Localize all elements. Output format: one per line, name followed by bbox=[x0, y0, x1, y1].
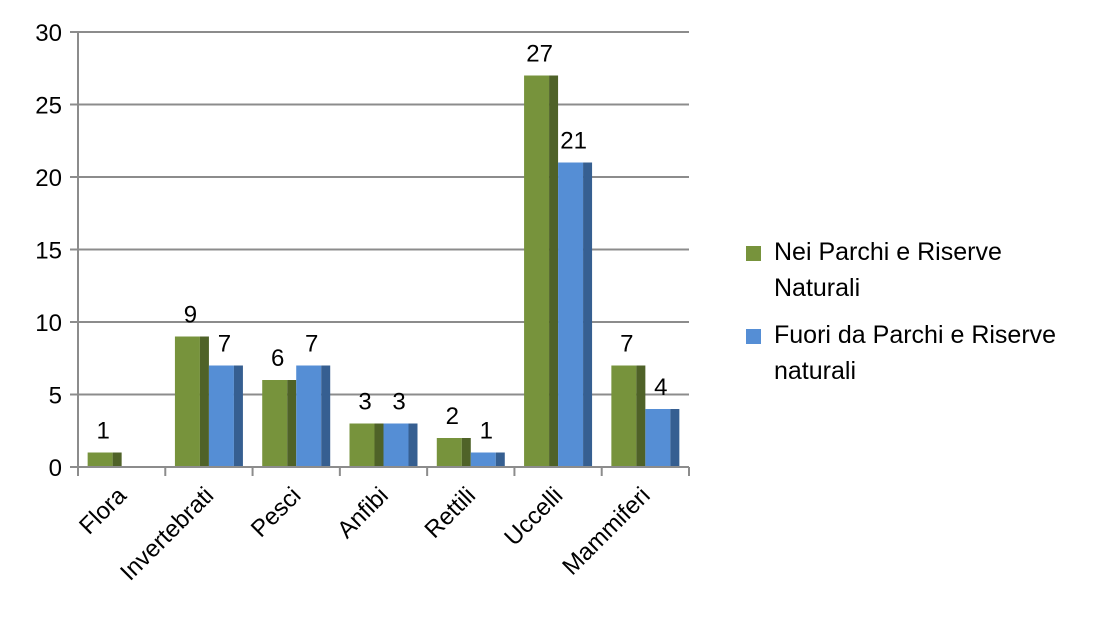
bar-pesci-series-2 bbox=[296, 365, 331, 467]
data-label-uccelli-series-2: 21 bbox=[560, 128, 587, 155]
bar-side bbox=[374, 423, 384, 467]
grid-lines bbox=[78, 31, 689, 396]
bar-face bbox=[524, 75, 550, 467]
y-tick-label-30: 30 bbox=[35, 20, 62, 47]
bar-side bbox=[321, 365, 331, 467]
y-tick-label-5: 5 bbox=[49, 383, 62, 410]
bar-face bbox=[296, 365, 322, 467]
y-tick-label-10: 10 bbox=[35, 310, 62, 337]
data-label-anfibi-series-1: 3 bbox=[358, 389, 371, 416]
legend: Nei Parchi e Riserve Naturali Fuori da P… bbox=[746, 234, 1091, 400]
y-tick-label-20: 20 bbox=[35, 165, 62, 192]
data-label-mammiferi-series-2: 4 bbox=[654, 374, 667, 401]
x-category-label-pesci: Pesci bbox=[246, 482, 307, 543]
data-label-invertebrati-series-2: 7 bbox=[218, 331, 231, 358]
data-label-flora-series-1: 1 bbox=[96, 418, 109, 445]
bar-side bbox=[408, 423, 418, 467]
bar-side bbox=[670, 409, 680, 467]
data-label-pesci-series-2: 7 bbox=[305, 331, 318, 358]
bar-anfibi-series-2 bbox=[383, 423, 418, 467]
bar-pesci-series-1 bbox=[262, 380, 297, 467]
bar-side bbox=[583, 162, 593, 467]
data-label-mammiferi-series-1: 7 bbox=[620, 331, 633, 358]
bar-face bbox=[208, 365, 234, 467]
bar-uccelli-series-2 bbox=[558, 162, 593, 467]
bar-face bbox=[349, 423, 375, 467]
x-category-label-invertebrati: Invertebrati bbox=[115, 482, 219, 586]
bar-anfibi-series-1 bbox=[349, 423, 384, 467]
x-category-label-uccelli: Uccelli bbox=[499, 482, 568, 551]
bar-face bbox=[558, 162, 584, 467]
bar-rettili-series-1 bbox=[436, 438, 471, 467]
data-label-rettili-series-1: 2 bbox=[446, 403, 459, 430]
bar-face bbox=[645, 409, 671, 467]
legend-swatch-series-2 bbox=[746, 329, 761, 344]
bar-face bbox=[436, 438, 462, 467]
x-category-label-mammiferi: Mammiferi bbox=[557, 482, 655, 580]
legend-item-series-1: Nei Parchi e Riserve Naturali bbox=[746, 234, 1091, 306]
legend-label-series-2: Fuori da Parchi e Riserve naturali bbox=[774, 321, 1057, 385]
bar-rettili-series-2 bbox=[470, 452, 505, 467]
bar-side bbox=[549, 75, 559, 467]
y-tick-label-0: 0 bbox=[49, 455, 62, 482]
bar-invertebrati-series-1 bbox=[174, 336, 209, 467]
data-label-uccelli-series-1: 27 bbox=[526, 41, 553, 68]
bar-side bbox=[636, 365, 646, 467]
data-label-pesci-series-1: 6 bbox=[271, 345, 284, 372]
y-tick-label-25: 25 bbox=[35, 93, 62, 120]
data-label-invertebrati-series-1: 9 bbox=[184, 302, 197, 329]
bar-face bbox=[87, 452, 113, 467]
y-tick-label-15: 15 bbox=[35, 238, 62, 265]
bar-face bbox=[470, 452, 496, 467]
legend-label-series-1: Nei Parchi e Riserve Naturali bbox=[774, 238, 1002, 302]
bar-uccelli-series-1 bbox=[524, 75, 559, 467]
legend-swatch-series-1 bbox=[746, 246, 761, 261]
bar-invertebrati-series-2 bbox=[208, 365, 243, 467]
axes bbox=[70, 31, 690, 476]
bar-side bbox=[233, 365, 243, 467]
bars bbox=[87, 75, 680, 467]
data-label-anfibi-series-2: 3 bbox=[392, 389, 405, 416]
bar-face bbox=[611, 365, 637, 467]
bar-flora-series-1 bbox=[87, 452, 122, 467]
x-category-label-rettili: Rettili bbox=[419, 482, 481, 544]
x-category-label-anfibi: Anfibi bbox=[332, 482, 394, 544]
bar-side bbox=[112, 452, 122, 467]
legend-item-series-2: Fuori da Parchi e Riserve naturali bbox=[746, 317, 1091, 389]
data-label-rettili-series-2: 1 bbox=[480, 418, 493, 445]
bar-side bbox=[199, 336, 209, 467]
x-category-label-flora: Flora bbox=[74, 482, 132, 540]
bar-side bbox=[287, 380, 297, 467]
bar-face bbox=[174, 336, 200, 467]
bar-face bbox=[262, 380, 288, 467]
bar-mammiferi-series-2 bbox=[645, 409, 680, 467]
bar-face bbox=[383, 423, 409, 467]
bar-mammiferi-series-1 bbox=[611, 365, 646, 467]
bar-side bbox=[495, 452, 505, 467]
bar-side bbox=[461, 438, 471, 467]
